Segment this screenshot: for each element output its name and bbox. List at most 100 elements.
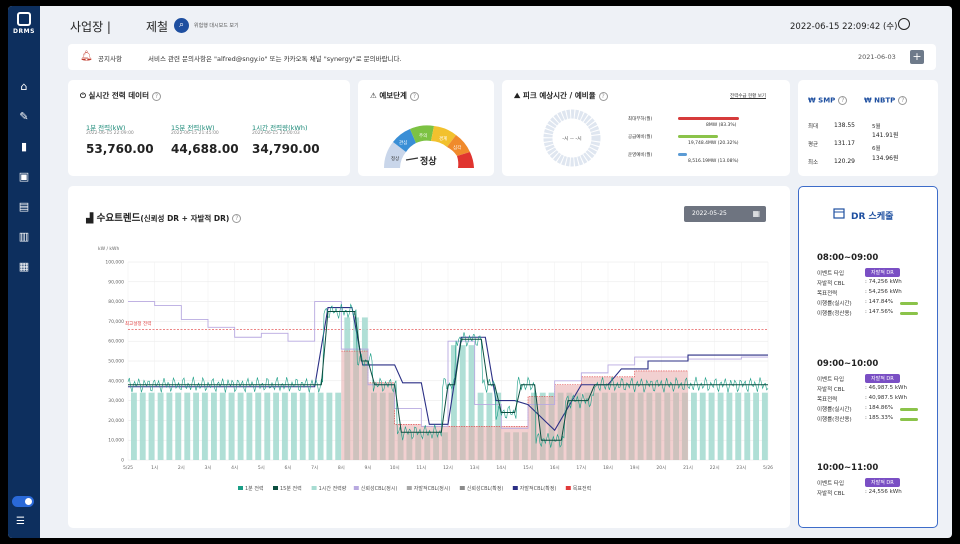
dr-type-badge: 자발적 DR bbox=[865, 374, 900, 383]
gauge-seg-interest bbox=[393, 129, 416, 152]
x-tick-label: 4시 bbox=[231, 465, 238, 471]
y-tick-label: 100,000 bbox=[105, 260, 124, 266]
hourly-bar bbox=[148, 392, 155, 460]
dr-block-0[interactable]: 08:00~09:00 이벤트 타입 자발적 DR 자발적 CBL: 74,256… bbox=[817, 253, 927, 319]
hourly-bar bbox=[708, 392, 715, 460]
hourly-bar bbox=[691, 392, 697, 460]
hourly-bar bbox=[291, 392, 297, 460]
peak-card: ⛰ 피크 예상시간 / 예비율? 전력수급 현황 보기 -시 -- -시 최대부… bbox=[502, 80, 790, 176]
hourly-bar bbox=[246, 392, 253, 460]
home-icon[interactable]: ⌂ bbox=[20, 80, 28, 93]
legend-swatch bbox=[565, 486, 571, 490]
document-icon[interactable]: ▦ bbox=[18, 260, 30, 273]
user-icon[interactable] bbox=[898, 18, 910, 30]
chart-icon[interactable]: ▮ bbox=[20, 140, 28, 153]
legend-swatch bbox=[238, 486, 243, 490]
threshold-label: 최고설정 전력 bbox=[125, 320, 151, 327]
x-tick-label: 23시 bbox=[736, 465, 746, 471]
hourly-bar bbox=[468, 345, 475, 460]
dashboard-link[interactable]: 위험행 대시보드 보기 bbox=[194, 23, 239, 29]
date-picker[interactable]: 2022-05-25 ▦ bbox=[684, 206, 766, 222]
supply-status-link[interactable]: 전력수급 현황 보기 bbox=[730, 94, 766, 99]
nbtp-title: ₩ NBTP? bbox=[864, 96, 908, 105]
rt-1min-value: 53,760.00 bbox=[86, 142, 154, 156]
dr-time: 10:00~11:00 bbox=[817, 463, 879, 473]
x-tick-label: 1시 bbox=[151, 465, 158, 471]
x-tick-label: 22시 bbox=[710, 465, 720, 471]
calendar-icon bbox=[833, 208, 845, 219]
notice-date: 2021-06-03 bbox=[858, 53, 896, 61]
hourly-bar bbox=[237, 392, 244, 460]
help-icon: ? bbox=[898, 96, 908, 105]
target-area bbox=[341, 351, 688, 460]
rt-15min-value: 44,688.00 bbox=[171, 142, 239, 156]
hourly-bar bbox=[451, 345, 457, 460]
hourly-bar bbox=[219, 392, 226, 460]
rt-1min-ts: 2022-06-15 22:09:00 bbox=[86, 131, 134, 136]
nbtp-row-0-k: 5월 bbox=[872, 124, 881, 130]
site-label: 사업장 | bbox=[70, 20, 111, 34]
x-tick-label: 17시 bbox=[576, 465, 586, 471]
donut-center-text: -시 -- -시 bbox=[562, 136, 582, 142]
rt-1h-value: 34,790.00 bbox=[252, 142, 320, 156]
trend-icon: ▟ bbox=[86, 213, 94, 224]
help-icon: ? bbox=[232, 214, 242, 223]
gauge-label-3: 경계 bbox=[439, 135, 447, 142]
hourly-bar bbox=[335, 392, 342, 460]
gauge-seg-warning bbox=[447, 135, 470, 156]
dr-block-2[interactable]: 10:00~11:00 이벤트 타입 자발적 DR 자발적 CBL: 24,556… bbox=[817, 463, 927, 499]
hourly-bar bbox=[175, 392, 182, 460]
x-tick-label: 11시 bbox=[416, 465, 426, 471]
forecast-gauge: 정상 관심 주의 경계 심각 정상 bbox=[384, 125, 474, 168]
peak-row-2-bar bbox=[678, 153, 687, 156]
y-tick-label: 20,000 bbox=[108, 418, 124, 424]
x-tick-label: 20시 bbox=[656, 465, 666, 471]
theme-toggle[interactable] bbox=[12, 496, 34, 507]
smp-row-1-v: 131.17 bbox=[834, 140, 855, 147]
gauge-label-2: 주의 bbox=[419, 132, 427, 139]
smp-row-1-k: 평균 bbox=[808, 142, 819, 148]
hourly-bar bbox=[753, 392, 759, 460]
legend-swatch bbox=[406, 486, 412, 490]
help-icon: ? bbox=[151, 91, 161, 101]
dr-type-badge: 자발적 DR bbox=[865, 268, 900, 277]
smp-card: ₩ SMP? ₩ NBTP? 최대 138.55 5월 141.91원 평균 1… bbox=[798, 80, 938, 176]
add-notice-button[interactable]: + bbox=[910, 50, 924, 64]
app-frame: DRMS ⌂ ✎ ▮ ▣ ▤ ▥ ▦ ☰ 사업장 | 제철 ⌕ 위험행 대시보드… bbox=[8, 6, 952, 538]
rate-bar bbox=[900, 418, 918, 421]
peak-row-0-label: 최대부하(월) bbox=[628, 117, 653, 122]
y-tick-label: 60,000 bbox=[108, 339, 124, 345]
notice-bar: 🔔︎ 공지사항 서비스 관련 문의사항은 "alfred@sngy.io" 또는… bbox=[68, 44, 936, 70]
current-datetime: 2022-06-15 22:09:42 (수) bbox=[790, 22, 898, 32]
y-tick-label: 70,000 bbox=[108, 319, 124, 325]
legend-label: 자발적CBL(정시) bbox=[414, 485, 451, 492]
x-tick-label: 19시 bbox=[630, 465, 640, 471]
smp-row-0-v: 138.55 bbox=[834, 122, 855, 129]
legend-label: 1시간 전력량 bbox=[319, 485, 347, 492]
edit-icon[interactable]: ▣ bbox=[18, 170, 30, 183]
legend-swatch bbox=[273, 486, 278, 490]
logo[interactable]: DRMS bbox=[12, 12, 36, 40]
trend-title: ▟ 수요트렌드(신뢰성 DR + 자발적 DR)? bbox=[86, 210, 242, 224]
reliability-cbl-line bbox=[128, 301, 768, 429]
search-icon[interactable]: ⌕ bbox=[174, 18, 189, 33]
nbtp-row-1-k: 6월 bbox=[872, 146, 881, 152]
smp-row-0-k: 최대 bbox=[808, 124, 819, 130]
dr-block-1[interactable]: 09:00~10:00 이벤트 타입 자발적 DR 자발적 CBL: 46,987… bbox=[817, 359, 927, 425]
y-tick-label: 0 bbox=[121, 458, 124, 464]
y-tick-label: 30,000 bbox=[108, 398, 124, 404]
y-axis-label: kW / kWh bbox=[98, 246, 119, 252]
peak-title: ⛰ 피크 예상시간 / 예비율? bbox=[514, 90, 608, 101]
hourly-bar bbox=[281, 392, 288, 460]
x-tick-label: 5/26 bbox=[763, 465, 773, 471]
tool-icon[interactable]: ✎ bbox=[19, 110, 29, 123]
trend-card: ▟ 수요트렌드(신뢰성 DR + 자발적 DR)? 2022-05-25 ▦ k… bbox=[68, 186, 790, 528]
notice-text[interactable]: 서비스 관련 문의사항은 "alfred@sngy.io" 또는 카카오톡 채널… bbox=[148, 55, 402, 63]
hourly-bar bbox=[308, 392, 315, 460]
building-icon[interactable]: ▤ bbox=[18, 200, 30, 213]
menu-icon[interactable]: ☰ bbox=[16, 516, 25, 527]
money-icon[interactable]: ▥ bbox=[18, 230, 30, 243]
gauge-seg-caution bbox=[410, 125, 434, 143]
hourly-bar bbox=[744, 392, 751, 460]
plant-name[interactable]: 제철 bbox=[146, 20, 169, 34]
